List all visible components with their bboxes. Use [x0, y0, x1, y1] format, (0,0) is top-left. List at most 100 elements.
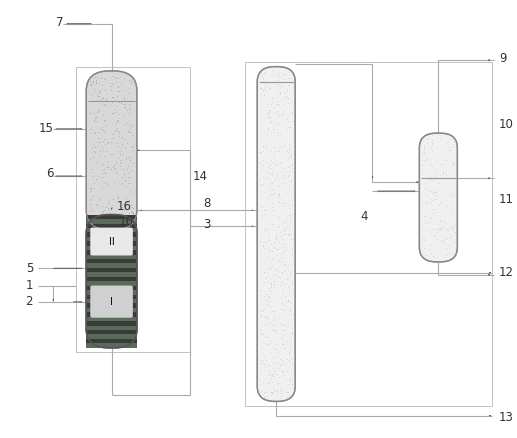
Point — [443, 235, 451, 242]
Point — [422, 136, 431, 143]
Point — [273, 100, 281, 107]
Point — [285, 214, 294, 221]
Point — [286, 307, 294, 314]
Point — [270, 328, 278, 336]
Point — [447, 231, 455, 238]
Point — [265, 286, 273, 293]
Point — [127, 80, 135, 87]
Point — [433, 236, 441, 243]
Point — [103, 163, 112, 170]
Point — [429, 164, 437, 171]
Point — [274, 131, 282, 138]
Point — [270, 243, 278, 250]
Point — [123, 106, 131, 113]
Point — [269, 288, 277, 295]
Point — [117, 160, 125, 167]
Point — [95, 89, 103, 96]
Point — [284, 273, 293, 280]
Point — [272, 278, 281, 285]
Point — [109, 151, 117, 158]
Point — [284, 388, 293, 395]
Point — [419, 235, 427, 242]
Point — [273, 348, 281, 355]
Point — [278, 373, 286, 380]
Point — [275, 194, 283, 201]
Point — [437, 236, 445, 243]
Point — [269, 385, 277, 392]
Point — [265, 293, 273, 300]
Point — [276, 282, 284, 289]
Point — [261, 142, 269, 149]
Point — [258, 243, 267, 250]
Bar — [86, 281, 137, 286]
Point — [274, 237, 282, 244]
Point — [273, 364, 282, 371]
Text: 4: 4 — [360, 210, 368, 223]
Point — [269, 103, 278, 110]
Point — [269, 371, 277, 378]
Point — [271, 315, 279, 322]
Point — [122, 194, 130, 201]
Point — [273, 223, 282, 230]
Point — [274, 231, 282, 238]
Point — [273, 89, 282, 96]
Point — [102, 95, 111, 102]
Point — [446, 240, 454, 247]
Point — [86, 77, 94, 84]
Bar — [86, 304, 137, 308]
Point — [286, 268, 294, 275]
Point — [279, 151, 287, 158]
Point — [112, 120, 120, 127]
Point — [128, 214, 136, 221]
Point — [421, 234, 429, 241]
Point — [129, 205, 138, 212]
Point — [89, 172, 98, 179]
Point — [90, 118, 98, 125]
Point — [278, 111, 286, 118]
Point — [113, 117, 121, 124]
Point — [119, 152, 127, 159]
Point — [446, 208, 454, 215]
Point — [265, 284, 273, 291]
Point — [259, 156, 267, 163]
Point — [264, 246, 272, 253]
Point — [437, 199, 446, 206]
Point — [275, 102, 283, 109]
Point — [257, 203, 266, 210]
Point — [279, 367, 287, 374]
Point — [114, 82, 123, 89]
Point — [426, 158, 434, 165]
Point — [99, 166, 107, 173]
Point — [266, 200, 275, 207]
Point — [269, 383, 277, 390]
Point — [420, 244, 428, 251]
Point — [445, 135, 453, 142]
Point — [282, 231, 291, 238]
Point — [280, 88, 288, 95]
Point — [279, 250, 287, 257]
Point — [89, 86, 98, 93]
Text: 9: 9 — [499, 52, 507, 64]
Point — [279, 358, 287, 365]
Point — [105, 207, 113, 214]
Point — [266, 275, 274, 282]
Point — [276, 383, 284, 390]
Point — [271, 176, 279, 183]
Point — [99, 160, 107, 167]
Point — [266, 156, 275, 163]
Point — [264, 366, 272, 373]
Point — [260, 206, 268, 213]
Point — [101, 140, 109, 147]
Point — [288, 108, 296, 115]
Point — [96, 213, 104, 220]
Bar — [86, 321, 137, 325]
Point — [258, 331, 267, 338]
Point — [263, 360, 271, 367]
Point — [282, 135, 291, 142]
Point — [274, 191, 282, 198]
Point — [260, 360, 268, 367]
Point — [281, 293, 290, 300]
Point — [427, 199, 435, 206]
Bar — [86, 277, 137, 281]
Point — [282, 78, 290, 85]
